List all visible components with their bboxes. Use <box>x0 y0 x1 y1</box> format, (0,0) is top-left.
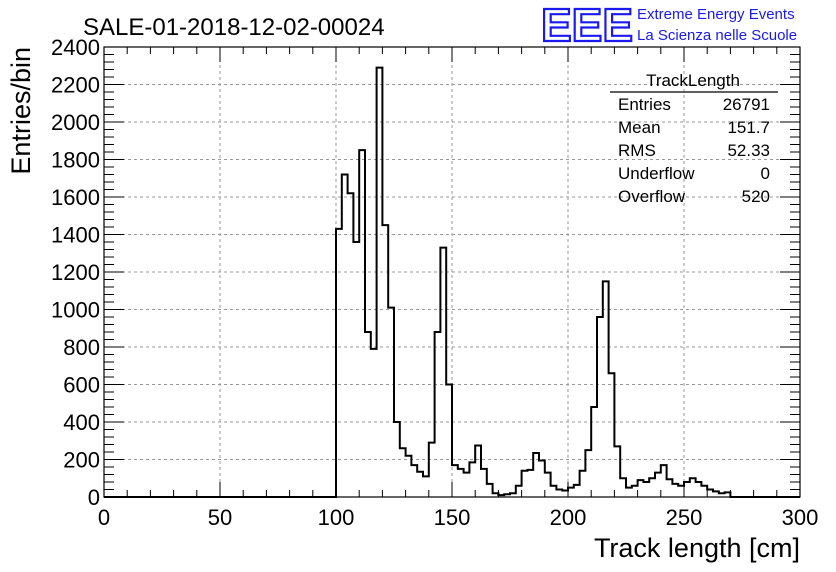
y-tick-label: 2400 <box>51 35 100 60</box>
histogram-bin <box>452 465 458 497</box>
y-tick-label: 1000 <box>51 298 100 323</box>
histogram-bin <box>353 242 359 497</box>
histogram-bin <box>678 486 684 497</box>
y-tick-label: 1800 <box>51 148 100 173</box>
x-tick-label: 150 <box>434 505 471 530</box>
histogram-bin <box>371 349 377 497</box>
x-tick-label: 250 <box>666 505 703 530</box>
histogram-bin <box>423 476 429 497</box>
y-tick-label: 1400 <box>51 223 100 248</box>
y-tick-labels: 0 200 400 600 800 1000 1200 1400 1600 1800 2000 220… <box>51 35 100 510</box>
stats-overflow-label: Overflow <box>618 187 686 206</box>
stats-mean-value: 151.7 <box>727 118 770 137</box>
y-tick-label: 1600 <box>51 185 100 210</box>
y-tick-label: 0 <box>88 485 100 510</box>
histogram-bin <box>365 332 371 497</box>
y-tick-label: 1200 <box>51 260 100 285</box>
x-tick-label: 100 <box>318 505 355 530</box>
x-tick-label: 300 <box>782 505 819 530</box>
x-tick-label: 200 <box>550 505 587 530</box>
histogram-outline <box>104 66 800 498</box>
stats-box: TrackLength Entries 26791 Mean 151.7 RMS… <box>610 71 778 206</box>
stats-mean-label: Mean <box>618 118 661 137</box>
x-tick-label: 0 <box>98 505 110 530</box>
run-title: SALE-01-2018-12-02-00024 <box>83 14 385 41</box>
stats-rms-label: RMS <box>618 141 656 160</box>
stats-entries-value: 26791 <box>723 95 770 114</box>
logo-line-1: Extreme Energy Events <box>637 6 795 23</box>
histogram-bins <box>104 66 800 498</box>
y-tick-label: 2000 <box>51 110 100 135</box>
y-tick-label: 200 <box>63 448 100 473</box>
stats-rms-value: 52.33 <box>727 141 770 160</box>
logo-line-2: La Scienza nelle Scuole <box>637 27 797 44</box>
eee-logo: EEE Extreme Energy Events La Scienza nel… <box>540 0 797 52</box>
y-tick-label: 600 <box>63 373 100 398</box>
stats-underflow-label: Underflow <box>618 164 695 183</box>
x-tick-labels: 0 50 100 150 200 250 300 <box>98 505 818 530</box>
logo-eee: EEE <box>541 0 633 51</box>
x-axis-title: Track length [cm] <box>594 533 800 563</box>
axis-ticks <box>103 46 801 498</box>
y-tick-label: 2200 <box>51 73 100 98</box>
stats-underflow-value: 0 <box>761 164 770 183</box>
x-tick-label: 50 <box>208 505 232 530</box>
y-axis-title: Entries/bin <box>6 47 36 175</box>
histogram-bin <box>464 473 470 497</box>
histogram-bin <box>527 470 533 497</box>
y-tick-label: 400 <box>63 410 100 435</box>
stats-entries-label: Entries <box>618 95 671 114</box>
histogram-bin <box>643 482 649 497</box>
stats-title: TrackLength <box>646 71 740 90</box>
y-tick-label: 800 <box>63 335 100 360</box>
histogram-bin <box>626 488 632 497</box>
stats-overflow-value: 520 <box>742 187 770 206</box>
